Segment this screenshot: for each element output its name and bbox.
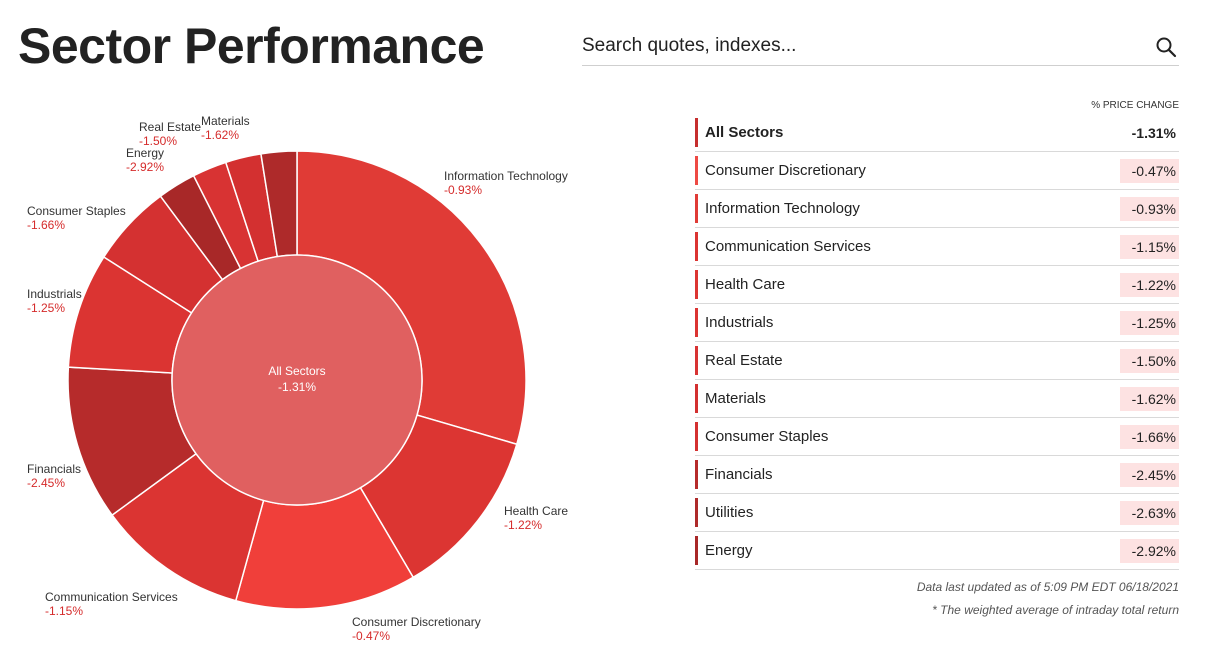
sector-name: Industrials: [705, 314, 774, 331]
sector-name: Materials: [705, 390, 766, 407]
sector-name: Health Care: [705, 276, 786, 293]
search-input[interactable]: [582, 32, 1142, 60]
row-color-bar: [695, 384, 698, 413]
slice-value: -1.66%: [27, 218, 65, 232]
sector-name: Communication Services: [705, 238, 871, 255]
slice-value: -2.45%: [27, 476, 65, 490]
slice-label: Industrials: [27, 287, 82, 301]
price-change-value: -0.93%: [1119, 196, 1179, 221]
slice-value: -1.25%: [27, 301, 65, 315]
search-icon[interactable]: [1155, 36, 1177, 58]
slice-label: Financials: [27, 462, 81, 476]
slice-label: Real Estate: [139, 120, 201, 134]
price-change-value: -0.47%: [1119, 158, 1179, 183]
slice-label: Consumer Discretionary: [352, 615, 481, 629]
sector-name: Real Estate: [705, 352, 783, 369]
weighted-average-note: * The weighted average of intraday total…: [932, 603, 1179, 617]
price-change-value: -1.50%: [1119, 348, 1179, 373]
center-value: -1.31%: [278, 380, 316, 394]
row-color-bar: [695, 194, 698, 223]
slice-value: -0.47%: [352, 629, 390, 643]
table-row[interactable]: Materials -1.62%: [695, 380, 1179, 418]
sector-name: Consumer Staples: [705, 428, 829, 445]
sector-name: Utilities: [705, 504, 754, 521]
table-row[interactable]: Energy -2.92%: [695, 532, 1179, 570]
slice-label: Consumer Staples: [27, 204, 126, 218]
slice-value: -1.50%: [139, 134, 177, 148]
slice-value: -2.92%: [126, 160, 164, 174]
row-color-bar: [695, 118, 698, 147]
row-color-bar: [695, 422, 698, 451]
sector-name: All Sectors: [705, 124, 784, 141]
table-row[interactable]: Health Care -1.22%: [695, 266, 1179, 304]
last-updated-note: Data last updated as of 5:09 PM EDT 06/1…: [916, 580, 1179, 594]
price-change-value: -1.15%: [1119, 234, 1179, 259]
table-row[interactable]: Consumer Staples -1.66%: [695, 418, 1179, 456]
sector-name: Energy: [705, 542, 753, 559]
price-change-value: -1.25%: [1119, 310, 1179, 335]
sector-name: Information Technology: [705, 200, 860, 217]
slice-label: Materials: [201, 114, 250, 128]
center-disc[interactable]: [171, 254, 423, 506]
slice-label: Information Technology: [444, 169, 568, 183]
table-row[interactable]: Financials -2.45%: [695, 456, 1179, 494]
table-row[interactable]: All Sectors -1.31%: [695, 114, 1179, 152]
table-row[interactable]: Utilities -2.63%: [695, 494, 1179, 532]
row-color-bar: [695, 232, 698, 261]
sector-name: Consumer Discretionary: [705, 162, 866, 179]
row-color-bar: [695, 308, 698, 337]
table-row[interactable]: Consumer Discretionary -0.47%: [695, 152, 1179, 190]
sector-name: Financials: [705, 466, 773, 483]
row-color-bar: [695, 346, 698, 375]
table-row[interactable]: Real Estate -1.50%: [695, 342, 1179, 380]
price-change-value: -1.31%: [1131, 124, 1176, 141]
price-change-value: -2.63%: [1119, 500, 1179, 525]
table-row[interactable]: Communication Services -1.15%: [695, 228, 1179, 266]
price-change-value: -1.22%: [1119, 272, 1179, 297]
slice-label: Energy: [126, 146, 164, 160]
slice-label: Communication Services: [45, 590, 178, 604]
price-change-value: -1.62%: [1119, 386, 1179, 411]
price-change-value: -1.66%: [1119, 424, 1179, 449]
table-row[interactable]: Information Technology -0.93%: [695, 190, 1179, 228]
row-color-bar: [695, 498, 698, 527]
page-title: Sector Performance: [18, 18, 485, 74]
search-bar: [582, 26, 1179, 66]
slice-label: Health Care: [504, 504, 568, 518]
row-color-bar: [695, 460, 698, 489]
sector-donut-chart: All Sectors -1.31% Information Technolog…: [27, 114, 568, 643]
row-color-bar: [695, 270, 698, 299]
slice-value: -1.15%: [45, 604, 83, 618]
table-row[interactable]: Industrials -1.25%: [695, 304, 1179, 342]
row-color-bar: [695, 536, 698, 565]
sector-rows: All Sectors -1.31% Consumer Discretionary -…: [695, 114, 1179, 570]
row-color-bar: [695, 156, 698, 185]
column-header: % PRICE CHANGE: [1091, 100, 1179, 111]
slice-value: -1.62%: [201, 128, 239, 142]
center-label: All Sectors: [268, 364, 325, 378]
price-change-value: -2.92%: [1119, 538, 1179, 563]
price-change-value: -2.45%: [1119, 462, 1179, 487]
slice-value: -0.93%: [444, 183, 482, 197]
slice-value: -1.22%: [504, 518, 542, 532]
